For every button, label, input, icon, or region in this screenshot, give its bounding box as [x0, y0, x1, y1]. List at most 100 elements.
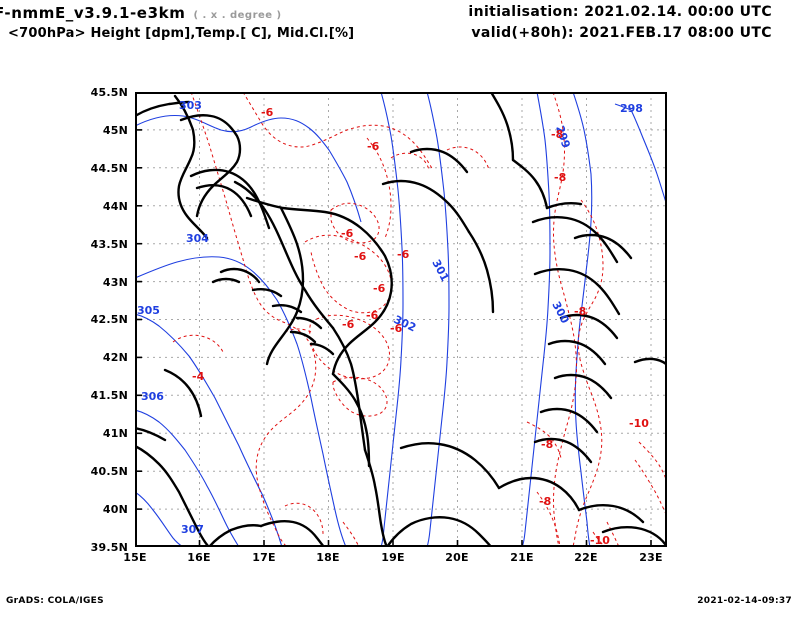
label-t6-b: -6	[367, 140, 380, 153]
height-contour-306	[135, 409, 240, 547]
coast-montenegro	[331, 326, 367, 452]
y-tick-43.5N: 43.5N	[90, 238, 128, 251]
height-contour-298b	[614, 103, 632, 111]
height-contour-307	[135, 491, 184, 547]
coast-italy-gargano	[259, 520, 326, 547]
island-1	[219, 267, 261, 284]
map-plot-area[interactable]: 303 299 298 304 301 302 300 305 306 307 …	[135, 92, 667, 547]
coast-istria	[179, 114, 242, 218]
label-306: 306	[141, 390, 164, 403]
y-tick-43N: 43N	[102, 276, 128, 289]
label-t8-e: -8	[539, 495, 551, 508]
y-tick-41N: 41N	[102, 427, 128, 440]
border-macedonia	[399, 442, 501, 490]
chart-header: F-nmmE_v3.9.1-e3km ( . x . degree ) <700h…	[0, 0, 800, 56]
temp-contour--10-bottom2	[592, 531, 606, 547]
border-bulgaria	[497, 476, 581, 512]
temp-contour-arc-6	[284, 502, 324, 535]
coast-italy-1	[135, 444, 211, 547]
coast-croatia-1	[189, 168, 271, 230]
temp-contour--6-mid	[330, 202, 380, 244]
temp-contour--6-bottom	[332, 376, 388, 417]
coast-italy-2	[135, 426, 167, 442]
temp-contour-arc-5	[342, 521, 360, 547]
temp-contour--6-lower	[309, 314, 390, 380]
x-tick-19E: 19E	[381, 551, 405, 564]
height-contour-300	[521, 92, 551, 547]
border-extra-1	[489, 92, 515, 162]
temp-contour-arc-2	[446, 146, 490, 171]
label-304: 304	[186, 232, 209, 245]
label-t6-e: -6	[397, 248, 410, 261]
height-contour-302	[380, 92, 404, 547]
border-bosnia-2	[265, 206, 305, 366]
label-303: 303	[179, 99, 202, 112]
height-contour-303	[135, 114, 362, 223]
x-tick-18E: 18E	[316, 551, 340, 564]
height-contours	[135, 92, 667, 547]
label-t8-c: -8	[574, 305, 586, 318]
temp-contour--10-right2	[634, 459, 667, 517]
coast-dalmatia	[233, 180, 335, 330]
header-right-block: initialisation: 2021.02.14. 00:00 UTC va…	[372, 4, 772, 41]
plot-frame	[135, 92, 667, 547]
x-tick-20E: 20E	[445, 551, 469, 564]
label-t6-f: -6	[373, 282, 386, 295]
island-4	[271, 304, 303, 314]
x-tick-23E: 23E	[639, 551, 663, 564]
x-tick-15E: 15E	[123, 551, 147, 564]
border-bosnia	[245, 196, 393, 376]
island-5	[295, 316, 323, 330]
coast-italy-3	[207, 524, 263, 547]
label-t8-b: -8	[554, 171, 566, 184]
producer-credit: GrADS: COLA/IGES	[6, 596, 104, 606]
island-7	[309, 342, 335, 356]
label-307: 307	[181, 523, 204, 536]
y-tick-40N: 40N	[102, 503, 128, 516]
label-305: 305	[137, 304, 160, 317]
label-t8-d: -8	[541, 438, 553, 451]
temp-contour--10-right	[638, 441, 667, 483]
label-298: 298	[620, 102, 643, 115]
island-6	[289, 330, 317, 344]
border-east-5	[533, 437, 593, 464]
coast-italy-4	[163, 368, 203, 418]
coast-adriatic-north	[173, 94, 209, 240]
height-contour-301	[426, 92, 450, 547]
height-contour-304	[135, 256, 347, 547]
label-t6-d: -6	[354, 250, 367, 263]
island-3	[251, 288, 283, 298]
x-tick-16E: 16E	[187, 551, 211, 564]
border-extra-2	[511, 158, 549, 210]
initialisation-time: initialisation: 2021.02.14. 00:00 UTC	[468, 4, 772, 20]
y-tick-41.5N: 41.5N	[90, 389, 128, 402]
label-t6-g: -6	[366, 309, 379, 322]
label-t4-a: -4	[192, 370, 205, 383]
border-serbia-mont	[331, 372, 371, 468]
border-east-1	[559, 313, 619, 340]
border-romania-1	[531, 216, 619, 264]
border-east-3	[553, 373, 613, 400]
y-tick-42.5N: 42.5N	[90, 313, 128, 326]
border-romania-2	[573, 233, 633, 260]
y-tick-45.5N: 45.5N	[90, 86, 128, 99]
border-danube	[533, 268, 621, 316]
x-tick-21E: 21E	[510, 551, 534, 564]
y-tick-45N: 45N	[102, 124, 128, 137]
coastline-borders	[135, 92, 667, 547]
temp-contour-arc-1	[390, 152, 430, 171]
border-south-1	[601, 526, 667, 546]
y-tick-44N: 44N	[102, 200, 128, 213]
temp-contour--8-north	[552, 92, 577, 547]
temp-contour--8-bl	[536, 491, 561, 547]
border-serbia-2	[409, 147, 469, 174]
temp-contour-arc-3	[172, 334, 224, 353]
y-tick-40.5N: 40.5N	[90, 465, 128, 478]
temp-contour--8-lower	[526, 421, 562, 459]
label-t6-i: -6	[390, 322, 403, 335]
render-timestamp: 2021-02-14-09:37	[697, 596, 792, 606]
border-serbia-1	[381, 179, 471, 234]
x-tick-22E: 22E	[574, 551, 598, 564]
model-resolution-note: ( . x . degree )	[193, 10, 282, 21]
header-left-block: F-nmmE_v3.9.1-e3km ( . x . degree ) <700h…	[0, 4, 414, 41]
